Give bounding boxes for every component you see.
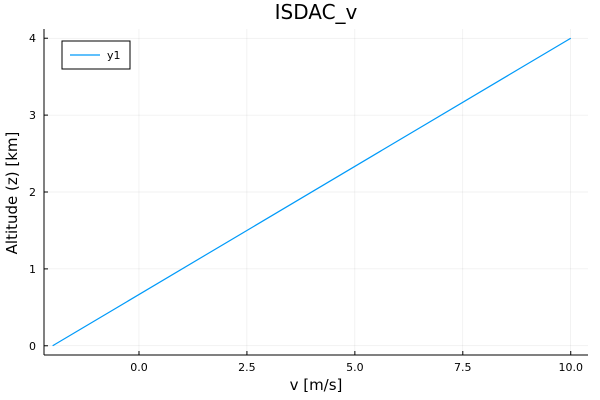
x-tick-label: 5.0 xyxy=(346,361,364,374)
series-layer xyxy=(52,37,572,347)
y-tick-label: 0 xyxy=(29,340,36,353)
y-tick-label: 1 xyxy=(29,263,36,276)
x-tick-label: 7.5 xyxy=(454,361,472,374)
legend-label: y1 xyxy=(107,49,121,62)
legend: y1 xyxy=(61,40,131,70)
series-line-y1 xyxy=(52,37,572,347)
y-axis-label: Altitude (z) [km] xyxy=(3,132,21,255)
y-tick-label: 4 xyxy=(29,32,36,45)
y-tick-label: 3 xyxy=(29,109,36,122)
chart-title: ISDAC_v xyxy=(275,0,358,24)
x-tick-label: 2.5 xyxy=(238,361,256,374)
grid-lines xyxy=(44,29,588,355)
x-tick-label: 10.0 xyxy=(558,361,583,374)
tick-labels: 0.0 2.5 5.0 7.5 10.0 0 1 2 3 4 xyxy=(29,32,583,374)
y-tick-label: 2 xyxy=(29,186,36,199)
x-axis-label: v [m/s] xyxy=(290,376,343,394)
x-tick-label: 0.0 xyxy=(130,361,148,374)
